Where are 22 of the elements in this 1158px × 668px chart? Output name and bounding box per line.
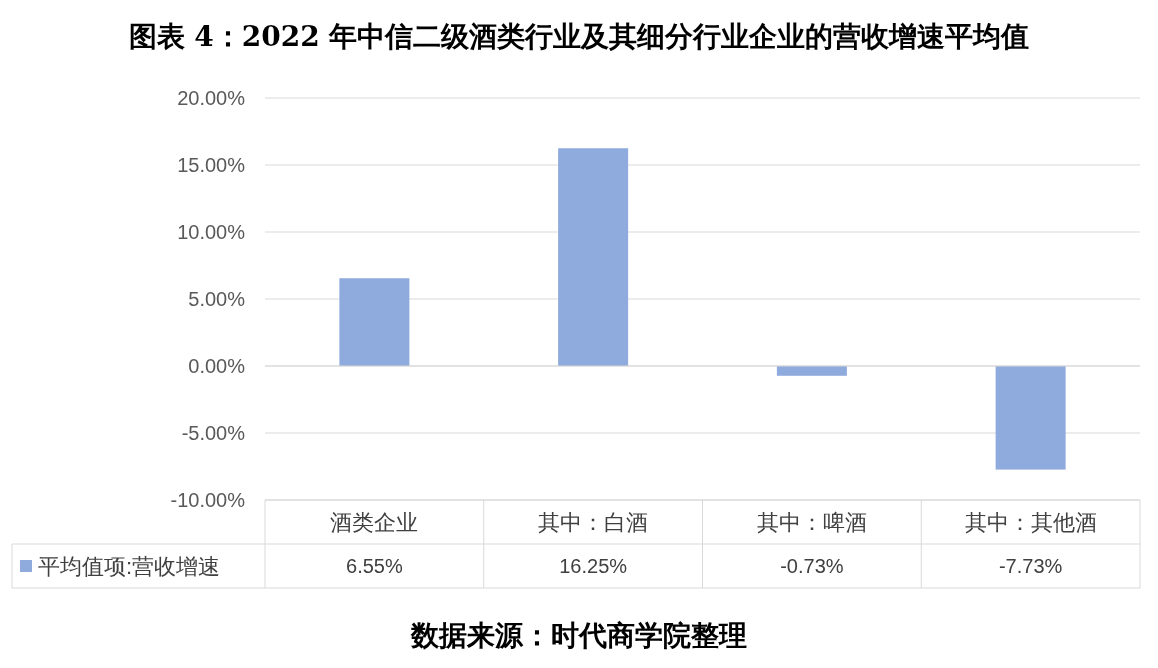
y-tick-label: -10.00% (170, 489, 246, 511)
y-tick-label: 15.00% (177, 154, 246, 176)
source-note: 数据来源：时代商学院整理 (410, 619, 747, 652)
x-tick-label: 其中：啤酒 (756, 509, 867, 535)
x-tick-label: 其中：其他酒 (964, 509, 1097, 535)
legend-label: 平均值项:营收增速 (38, 553, 221, 579)
data-label: 6.55% (346, 555, 403, 577)
data-label: -7.73% (998, 555, 1063, 577)
data-label: -0.73% (780, 555, 844, 577)
y-tick-label: -5.00% (181, 422, 246, 444)
bar (776, 366, 847, 376)
y-tick-label: 0.00% (188, 355, 246, 377)
bar (558, 148, 629, 366)
bar (339, 278, 410, 366)
x-tick-label: 酒类企业 (330, 509, 419, 535)
y-tick-label: 5.00% (188, 288, 246, 310)
chart-title: 图表 4：2022 年中信二级酒类行业及其细分行业企业的营收增速平均值 (128, 20, 1030, 53)
y-tick-label: 20.00% (177, 87, 246, 109)
data-label: 16.25% (559, 555, 628, 577)
bar (995, 366, 1066, 470)
y-tick-label: 10.00% (177, 221, 246, 243)
x-tick-label: 其中：白酒 (538, 509, 649, 535)
